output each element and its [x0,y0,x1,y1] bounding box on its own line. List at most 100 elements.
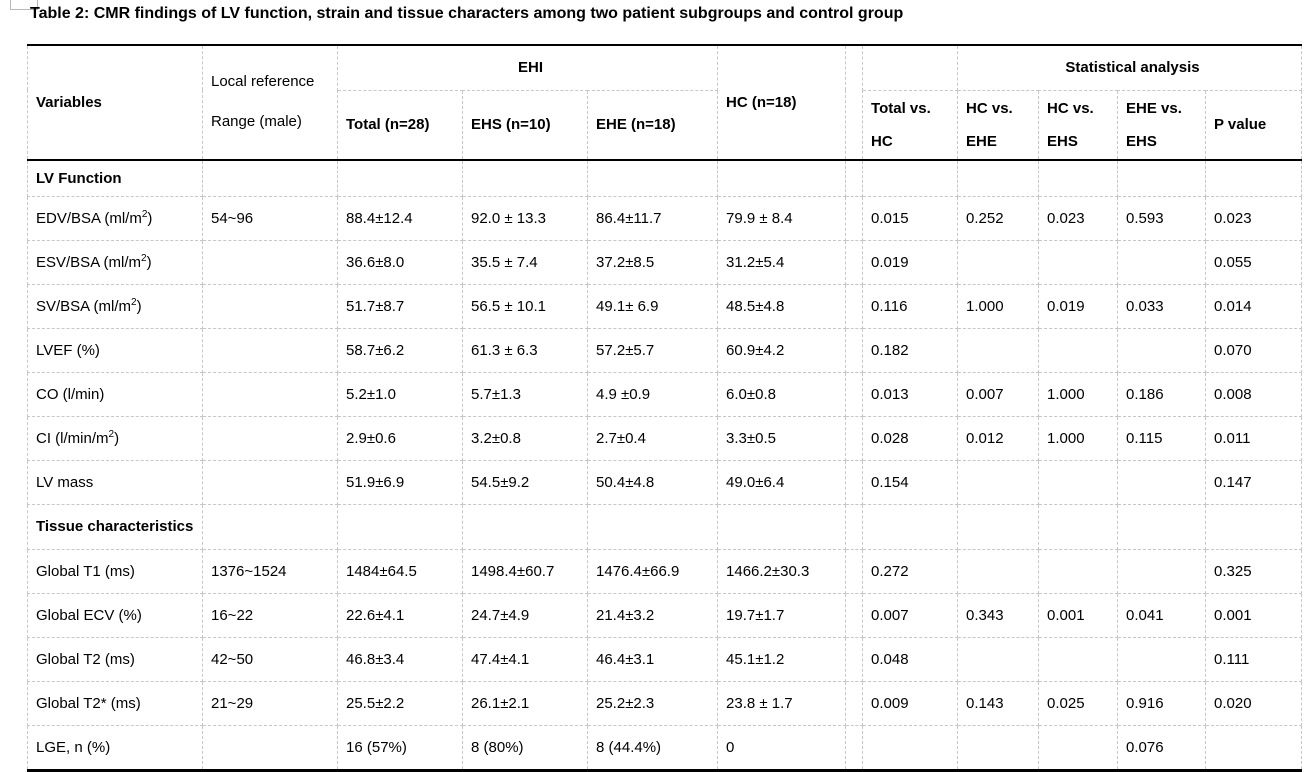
total-cell: 51.9±6.9 [337,459,463,505]
section-row: Tissue characteristics [27,503,1303,550]
spacer-column [845,44,864,161]
p-value-cell: 0.014 [1205,283,1303,329]
spacer-cell [845,283,864,329]
header-p-value: P value [1205,89,1303,161]
ehe-vs-ehs-cell: 0.033 [1117,283,1207,329]
ehs-cell: 5.7±1.3 [462,371,588,417]
spacer-cell [845,503,864,550]
hc-vs-ehe-cell [957,636,1040,682]
ehe-vs-ehs-cell [1117,503,1207,550]
total-cell: 1484±64.5 [337,548,463,594]
hc-vs-ehe-cell: 0.007 [957,371,1040,417]
ehs-cell: 26.1±2.1 [462,680,588,726]
local-range-cell [202,459,338,505]
hc-vs-ehs-cell [1038,459,1119,505]
hc-vs-ehe-cell: 0.343 [957,592,1040,638]
local-range-cell: 16~22 [202,592,338,638]
total-cell: 5.2±1.0 [337,371,463,417]
ehe-cell: 4.9 ±0.9 [586,371,719,417]
header-ehe-vs-ehs: EHE vs. EHS [1117,89,1207,161]
total-vs-hc-cell: 0.009 [862,680,959,726]
total-vs-hc-cell [862,159,959,197]
local-range-cell [202,415,338,461]
variable-cell: LVEF (%) [27,327,203,373]
header-hc-vs-ehs: HC vs. EHS [1038,89,1119,161]
table-row: ESV/BSA (ml/m2) 36.6±8.0 35.5 ± 7.4 37.2±8.… [27,239,1303,285]
ehe-vs-ehs-cell: 0.593 [1117,195,1207,241]
ehe-vs-ehs-cell [1117,636,1207,682]
ehe-cell: 86.4±11.7 [586,195,719,241]
hc-cell [717,503,847,550]
hc-vs-ehe-cell: 1.000 [957,283,1040,329]
window-artifact [10,0,38,10]
local-range-cell: 42~50 [202,636,338,682]
header-local-reference-range: Local reference Range (male) [202,44,338,161]
ehe-vs-ehs-cell: 0.186 [1117,371,1207,417]
variable-cell: Global ECV (%) [27,592,203,638]
total-cell: 22.6±4.1 [337,592,463,638]
table-header: Variables Local reference Range (male) E… [27,44,1303,161]
hc-vs-ehe-cell [957,327,1040,373]
local-range-cell [202,283,338,329]
p-value-cell [1205,724,1303,772]
spacer-cell [845,415,864,461]
header-statistical-analysis-group: Statistical analysis [957,44,1303,91]
header-ehe: EHE (n=18) [586,89,719,161]
spacer-cell [845,680,864,726]
header-hc: HC (n=18) [717,44,847,161]
variable-cell: Global T1 (ms) [27,548,203,594]
variable-cell: LV mass [27,459,203,505]
p-value-cell: 0.023 [1205,195,1303,241]
ehe-cell: 2.7±0.4 [586,415,719,461]
hc-vs-ehs-cell: 1.000 [1038,415,1119,461]
hc-vs-ehs-cell: 0.001 [1038,592,1119,638]
ehe-cell: 57.2±5.7 [586,327,719,373]
hc-vs-ehs-cell [1038,327,1119,373]
ehe-vs-ehs-cell [1117,159,1207,197]
spacer-cell [845,592,864,638]
table-row: Global T1 (ms) 1376~1524 1484±64.5 1498.4±6… [27,548,1303,594]
hc-cell: 19.7±1.7 [717,592,847,638]
total-vs-hc-cell: 0.116 [862,283,959,329]
table-row: LVEF (%) 58.7±6.2 61.3 ± 6.3 57.2±5.7 60.9±4… [27,327,1303,373]
table-row: EDV/BSA (ml/m2) 54~96 88.4±12.4 92.0 ± 13.3… [27,195,1303,241]
variable-cell: LGE, n (%) [27,724,203,772]
hc-cell: 6.0±0.8 [717,371,847,417]
total-cell: 2.9±0.6 [337,415,463,461]
ehe-cell: 25.2±2.3 [586,680,719,726]
ehe-cell: 37.2±8.5 [586,239,719,285]
variable-cell: Global T2 (ms) [27,636,203,682]
table-row: CI (l/min/m2) 2.9±0.6 3.2±0.8 2.7±0.4 3.3±0.… [27,415,1303,461]
ehe-vs-ehs-cell: 0.041 [1117,592,1207,638]
ehs-cell: 1498.4±60.7 [462,548,588,594]
hc-vs-ehs-cell [1038,239,1119,285]
hc-cell: 1466.2±30.3 [717,548,847,594]
table-body: LV Function EDV/BSA (ml/m2) 54~96 88.4±12.4… [27,159,1303,772]
table-row: SV/BSA (ml/m2) 51.7±8.7 56.5 ± 10.1 49.1± 6… [27,283,1303,329]
spacer-cell [845,327,864,373]
hc-vs-ehe-cell [957,459,1040,505]
spacer-cell [845,159,864,197]
local-range-cell: 1376~1524 [202,548,338,594]
p-value-cell: 0.055 [1205,239,1303,285]
ehe-vs-ehs-cell [1117,548,1207,594]
local-range-cell: 54~96 [202,195,338,241]
section-label-cell: LV Function [27,159,203,197]
total-cell: 58.7±6.2 [337,327,463,373]
p-value-cell: 0.070 [1205,327,1303,373]
p-value-cell: 0.147 [1205,459,1303,505]
section-row: LV Function [27,159,1303,197]
total-vs-hc-cell: 0.013 [862,371,959,417]
table-row: Global ECV (%) 16~22 22.6±4.1 24.7±4.9 21.4±… [27,592,1303,638]
spacer-cell [845,195,864,241]
variable-cell: SV/BSA (ml/m2) [27,283,203,329]
cmr-findings-table: Variables Local reference Range (male) E… [27,44,1303,772]
ehe-vs-ehs-cell: 0.076 [1117,724,1207,772]
table-row: LV mass 51.9±6.9 54.5±9.2 50.4±4.8 49.0±6.4 0… [27,459,1303,505]
local-range-cell [202,371,338,417]
ehs-cell: 61.3 ± 6.3 [462,327,588,373]
hc-vs-ehe-cell [957,503,1040,550]
ehs-cell: 8 (80%) [462,724,588,772]
total-cell: 88.4±12.4 [337,195,463,241]
table-title: Table 2: CMR findings of LV function, st… [30,5,904,22]
